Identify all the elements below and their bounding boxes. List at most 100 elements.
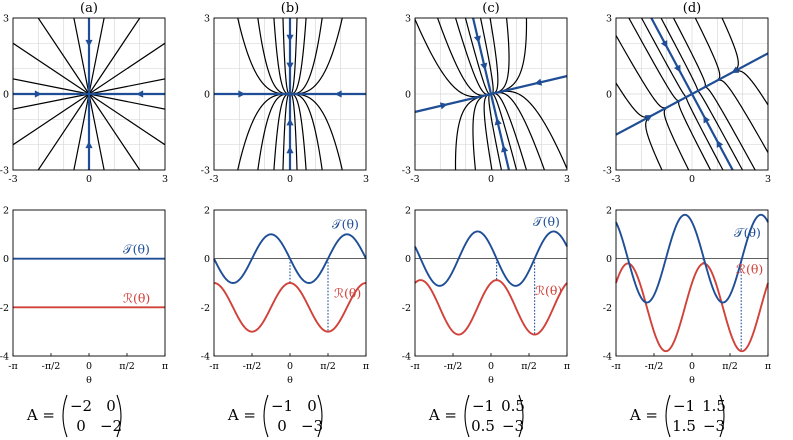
- flow-arrow: [85, 39, 93, 47]
- x-tick-label: π/2: [722, 361, 738, 372]
- matrix-bracket-left: [464, 394, 470, 438]
- matrix-entry: 0.5: [471, 417, 495, 435]
- y-tick-label: 0: [606, 254, 612, 265]
- x-tick-label: 3: [162, 174, 168, 185]
- plot-frame: [12, 209, 166, 357]
- trajectory: [718, 70, 768, 107]
- x-tick-label: -π/2: [42, 361, 61, 372]
- y-tick-label: -2: [0, 303, 9, 314]
- trajectory: [616, 34, 676, 109]
- x-tick-label: π/2: [119, 361, 135, 372]
- y-tick-label: 0: [3, 90, 9, 101]
- phase-portrait-1: -3 0 3 -3 0 3 (a): [0, 1, 168, 185]
- trajectory: [73, 18, 90, 95]
- trajectory: [488, 93, 503, 170]
- T-curve: [615, 213, 769, 304]
- matrix-prefix: A =: [227, 406, 256, 424]
- theta-plot-4: -π -π/2 0 π/2 π -4 -2 0 2 θ 𝒯(θ) ℛ(θ): [603, 206, 771, 387]
- flow-arrow: [731, 66, 740, 73]
- flow-arrow: [703, 115, 710, 124]
- x-tick-label: -3: [8, 174, 17, 185]
- x-tick-label: -π: [209, 361, 218, 372]
- x-tick-label: -π: [611, 361, 620, 372]
- trajectory: [640, 18, 689, 98]
- x-tick-label: π: [363, 361, 369, 372]
- trajectory: [88, 18, 141, 95]
- T-series-label: 𝒯(θ): [533, 214, 560, 229]
- theta-plot-1: -π -π/2 0 π/2 π -4 -2 0 2 θ 𝒯(θ) ℛ(θ): [0, 206, 168, 387]
- y-tick-label: 0: [405, 90, 411, 101]
- flow-arrow: [534, 78, 543, 86]
- T-curve: [414, 230, 568, 287]
- flow-arrow: [473, 35, 481, 44]
- flow-arrow: [238, 90, 246, 98]
- R-series-label: ℛ(θ): [535, 283, 562, 298]
- y-tick-label: 2: [405, 206, 411, 217]
- R-series-label: ℛ(θ): [334, 286, 361, 301]
- R-curve: [414, 279, 568, 336]
- x-tick-label: π/2: [521, 361, 537, 372]
- x-tick-label: 0: [488, 174, 494, 185]
- trajectory: [490, 93, 518, 170]
- y-tick-label: 0: [405, 254, 411, 265]
- theta-plot-3: -π -π/2 0 π/2 π -4 -2 0 2 θ 𝒯(θ) ℛ(θ): [402, 206, 570, 387]
- x-tick-label: π: [162, 361, 168, 372]
- y-tick-label: 3: [606, 14, 612, 25]
- flow-arrow: [501, 144, 509, 153]
- flow-arrow: [480, 62, 488, 71]
- x-axis-label: θ: [86, 375, 92, 386]
- flow-arrow: [334, 90, 342, 98]
- x-tick-label: 3: [765, 174, 771, 185]
- x-tick-label: -π: [8, 361, 17, 372]
- R-series-label: ℛ(θ): [736, 261, 763, 276]
- x-tick-label: -π/2: [243, 361, 262, 372]
- x-tick-label: π/2: [320, 361, 336, 372]
- T-series-label: 𝒯(θ): [332, 216, 359, 231]
- matrix-entry: 0: [106, 397, 116, 415]
- matrix-entry: 0: [307, 397, 317, 415]
- matrix-entry: 0: [277, 417, 287, 435]
- matrix-3: A = −1 0.5 0.5 −3: [428, 394, 525, 438]
- y-tick-label: 2: [3, 206, 9, 217]
- x-tick-label: -3: [209, 174, 218, 185]
- x-tick-label: -3: [410, 174, 419, 185]
- x-tick-label: 0: [287, 174, 293, 185]
- flow-arrow: [286, 118, 294, 126]
- flow-arrow: [439, 102, 448, 110]
- y-tick-label: 0: [204, 90, 210, 101]
- flow-arrow: [136, 90, 144, 98]
- panel-label: (a): [80, 1, 98, 16]
- x-tick-label: -π/2: [444, 361, 463, 372]
- R-curve: [213, 282, 367, 333]
- trajectory: [472, 93, 491, 170]
- y-tick-label: -4: [402, 352, 411, 363]
- matrix-bracket-right: [719, 394, 725, 438]
- matrix-entry: −2: [100, 417, 122, 435]
- trajectory: [13, 93, 90, 146]
- flow-arrow: [716, 140, 724, 148]
- plot-frame: [12, 17, 166, 171]
- phase-portrait-2: -3 0 3 -3 0 3 (b): [201, 1, 369, 185]
- matrix-entry: −3: [301, 417, 323, 435]
- trajectory: [695, 90, 744, 170]
- matrix-entry: 0: [76, 417, 86, 435]
- T-series-label: 𝒯(θ): [734, 225, 761, 240]
- y-tick-label: 3: [204, 14, 210, 25]
- trajectory: [699, 86, 756, 170]
- matrix-entry: −3: [502, 417, 524, 435]
- matrix-bracket-right: [116, 394, 122, 438]
- phase-portrait-3: -3 0 3 -3 0 3 (c): [402, 1, 570, 185]
- matrix-entry: −1: [472, 397, 494, 415]
- y-tick-label: 2: [204, 206, 210, 217]
- matrix-entry: −3: [703, 417, 725, 435]
- x-tick-label: 3: [363, 174, 369, 185]
- flow-arrow: [286, 146, 294, 154]
- panel-label: (d): [683, 1, 701, 16]
- R-series-label: ℛ(θ): [123, 290, 150, 305]
- panel-label: (b): [281, 1, 299, 16]
- matrix-entry: −1: [271, 397, 293, 415]
- flow-arrow: [34, 90, 42, 98]
- matrix-bracket-left: [263, 394, 269, 438]
- trajectory: [37, 18, 90, 95]
- trajectories: [415, 18, 567, 170]
